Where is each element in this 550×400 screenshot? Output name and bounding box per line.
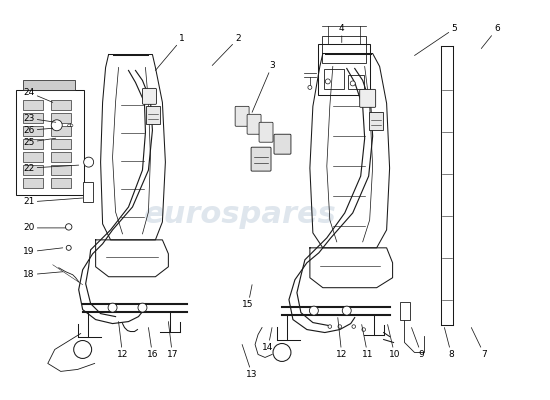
- Bar: [23, 100, 43, 110]
- Text: 2: 2: [212, 34, 241, 66]
- Bar: [51, 178, 71, 188]
- Circle shape: [338, 325, 342, 328]
- Circle shape: [74, 340, 92, 358]
- Bar: [23, 80, 75, 90]
- Bar: [51, 139, 71, 149]
- Circle shape: [273, 344, 291, 362]
- Circle shape: [362, 328, 366, 331]
- Text: 24: 24: [23, 88, 53, 102]
- Text: 20: 20: [23, 224, 66, 232]
- Text: 3: 3: [252, 61, 275, 112]
- Text: 1: 1: [156, 34, 185, 70]
- Text: 26: 26: [23, 126, 53, 135]
- Text: 12: 12: [117, 322, 128, 359]
- Text: 4: 4: [339, 24, 345, 42]
- Circle shape: [51, 120, 62, 131]
- Circle shape: [66, 245, 71, 250]
- Bar: [399, 302, 410, 320]
- FancyBboxPatch shape: [274, 134, 291, 154]
- Text: cb: cb: [67, 123, 74, 128]
- Bar: [23, 126, 43, 136]
- Text: 21: 21: [23, 198, 82, 206]
- Bar: [51, 126, 71, 136]
- Circle shape: [350, 81, 355, 86]
- Bar: [322, 36, 366, 64]
- Bar: [16, 90, 84, 195]
- Text: 10: 10: [388, 324, 400, 359]
- Text: eurospares: eurospares: [144, 200, 337, 230]
- Bar: [51, 165, 71, 175]
- Circle shape: [84, 157, 94, 167]
- Text: 17: 17: [167, 322, 178, 359]
- Text: 18: 18: [23, 270, 63, 279]
- Text: 25: 25: [23, 138, 56, 147]
- FancyBboxPatch shape: [247, 114, 261, 134]
- Bar: [23, 165, 43, 175]
- Bar: [368, 112, 383, 130]
- Text: 6: 6: [481, 24, 500, 48]
- Circle shape: [138, 303, 147, 312]
- Bar: [23, 139, 43, 149]
- Circle shape: [352, 325, 355, 328]
- FancyBboxPatch shape: [251, 147, 271, 171]
- Text: 23: 23: [23, 114, 56, 123]
- Bar: [318, 44, 370, 95]
- Text: 15: 15: [243, 285, 254, 309]
- Text: 5: 5: [415, 24, 457, 56]
- FancyBboxPatch shape: [259, 122, 273, 142]
- Bar: [23, 152, 43, 162]
- Text: 9: 9: [411, 328, 425, 359]
- Circle shape: [328, 325, 332, 328]
- Circle shape: [65, 224, 72, 230]
- Circle shape: [342, 306, 351, 315]
- Text: 8: 8: [444, 328, 454, 359]
- Bar: [51, 152, 71, 162]
- Text: 13: 13: [242, 344, 258, 379]
- FancyBboxPatch shape: [360, 89, 376, 107]
- Bar: [146, 106, 161, 124]
- Text: 12: 12: [336, 318, 348, 359]
- Bar: [23, 178, 43, 188]
- Text: 14: 14: [262, 328, 274, 352]
- FancyBboxPatch shape: [142, 88, 156, 104]
- FancyBboxPatch shape: [235, 106, 249, 126]
- Text: 19: 19: [23, 247, 63, 256]
- Text: 16: 16: [147, 328, 158, 359]
- Circle shape: [325, 79, 331, 84]
- Bar: [348, 76, 364, 89]
- Text: 11: 11: [362, 324, 373, 359]
- Bar: [51, 113, 71, 123]
- Bar: [82, 182, 92, 202]
- Circle shape: [308, 85, 312, 89]
- Text: 22: 22: [23, 164, 79, 173]
- Bar: [51, 100, 71, 110]
- Text: 7: 7: [471, 328, 487, 359]
- Circle shape: [310, 306, 318, 315]
- Bar: [324, 70, 344, 89]
- Bar: [23, 113, 43, 123]
- Circle shape: [108, 303, 117, 312]
